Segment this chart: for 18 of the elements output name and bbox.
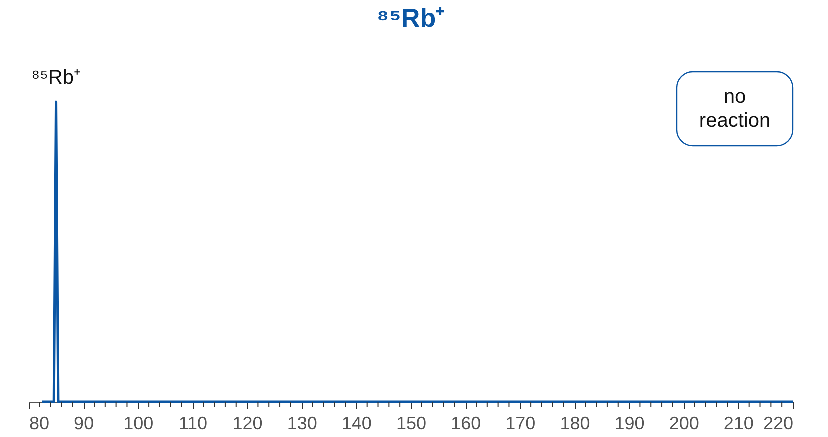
x-tick-label: 120 <box>232 414 263 434</box>
x-tick-label: 190 <box>614 414 645 434</box>
x-tick-label: 210 <box>724 414 754 434</box>
annotation: ⁸⁵Rb⁺ <box>32 67 81 89</box>
x-tick-label: 130 <box>287 414 318 434</box>
x-tick-label: 90 <box>74 414 94 434</box>
annotation: no reaction <box>699 86 771 132</box>
x-tick-label: 150 <box>396 414 427 434</box>
x-tick-label: 160 <box>451 414 482 434</box>
x-tick-label: 140 <box>342 414 372 434</box>
x-tick-label: 100 <box>124 414 154 434</box>
x-tick-label: 170 <box>506 414 536 434</box>
x-tick-label: 80 <box>30 414 50 434</box>
chart-title: ⁸⁵Rb⁺ <box>376 3 446 33</box>
x-tick-label: 110 <box>178 414 208 434</box>
x-tick-label: 220 <box>763 414 794 434</box>
x-tick-label: 180 <box>560 414 590 434</box>
x-tick-label: 200 <box>669 414 700 434</box>
